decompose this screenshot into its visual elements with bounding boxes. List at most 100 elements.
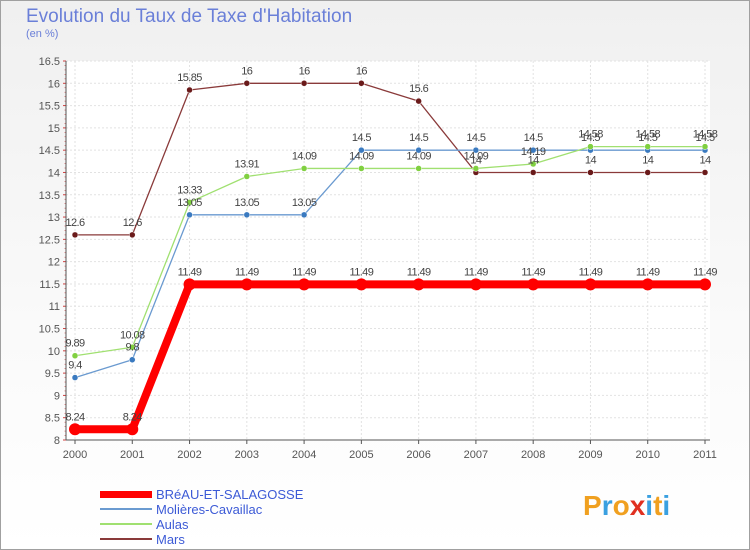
logo-letter: x — [629, 490, 646, 521]
data-label: 10.08 — [120, 329, 145, 341]
data-point — [415, 146, 422, 154]
logo-letter: t — [653, 490, 663, 521]
data-point — [529, 160, 537, 168]
legend-label-breau: BRéAU-ET-SALAGOSSE — [156, 487, 304, 502]
y-tick-label: 11.5 — [39, 279, 60, 291]
data-point — [71, 231, 79, 239]
series-line — [71, 280, 709, 434]
data-label: 14.58 — [693, 129, 718, 141]
logo-letter: i — [662, 490, 671, 521]
data-point — [71, 374, 79, 381]
data-label: 14.09 — [464, 150, 489, 162]
y-tick-label: 16 — [48, 78, 60, 90]
data-point — [129, 231, 136, 239]
y-tick-label: 11 — [49, 301, 60, 313]
data-point — [644, 143, 651, 150]
data-label: 13.05 — [235, 197, 260, 209]
legend-label-aulas: Aulas — [156, 517, 189, 532]
data-label: 14.5 — [524, 132, 543, 144]
data-point — [129, 356, 136, 363]
data-label: 14 — [528, 154, 540, 166]
logo-letter: r — [601, 490, 613, 521]
data-label: 14.09 — [349, 150, 374, 162]
x-tick-label: 2007 — [464, 449, 488, 461]
legend-swatch-aulas — [100, 523, 152, 525]
data-label: 11.49 — [636, 266, 660, 278]
x-tick-label: 2008 — [521, 449, 545, 461]
x-tick-label: 2006 — [406, 449, 430, 461]
y-tick-label: 9.5 — [45, 368, 60, 380]
data-label: 14.09 — [292, 150, 317, 162]
data-point — [699, 278, 711, 291]
y-tick-label: 9 — [54, 390, 60, 402]
data-point — [701, 143, 709, 150]
data-label: 14.5 — [581, 132, 600, 144]
data-label: 16 — [241, 65, 253, 77]
legend-label-molieres: Molières-Cavaillac — [156, 502, 263, 517]
data-point — [529, 169, 537, 176]
data-label: 9.4 — [68, 360, 82, 372]
y-tick-label: 14.5 — [39, 145, 60, 157]
x-tick-label: 2000 — [63, 449, 87, 461]
data-point — [415, 97, 422, 105]
logo-letter: P — [583, 490, 602, 521]
y-tick-label: 12.5 — [39, 234, 60, 246]
x-tick-label: 2009 — [578, 449, 602, 461]
y-tick-label: 10 — [48, 346, 60, 358]
data-point — [300, 211, 308, 219]
data-point — [527, 278, 540, 291]
data-point — [584, 278, 597, 291]
data-point — [701, 169, 709, 176]
data-label: 14.5 — [638, 132, 657, 144]
data-point — [644, 169, 651, 176]
data-label: 8.24 — [65, 411, 84, 423]
data-label: 14 — [470, 154, 482, 166]
proxiti-logo: Proxiti — [583, 490, 670, 522]
data-label: 15.6 — [409, 83, 428, 95]
data-point — [183, 278, 196, 291]
data-label: 11.49 — [292, 266, 316, 278]
data-point — [186, 199, 193, 206]
data-point — [243, 173, 251, 180]
y-tick-label: 10.5 — [39, 324, 60, 336]
x-tick-label: 2002 — [177, 449, 201, 461]
x-tick-label: 2001 — [120, 449, 144, 461]
data-label: 11.49 — [579, 266, 603, 278]
series-line — [74, 82, 706, 236]
data-label: 11.49 — [407, 266, 431, 278]
data-label: 13.05 — [177, 197, 202, 209]
data-point — [358, 146, 365, 154]
data-label: 11.49 — [235, 266, 259, 278]
data-label: 13.91 — [235, 158, 260, 170]
data-label: 13.05 — [292, 197, 317, 209]
data-label: 9.8 — [126, 342, 140, 354]
y-tick-label: 16.5 — [39, 56, 60, 68]
data-point — [71, 352, 79, 359]
legend-swatch-molieres — [100, 508, 152, 510]
data-label: 16 — [356, 65, 368, 77]
data-point — [415, 165, 422, 172]
y-tick-label: 15.5 — [39, 101, 60, 113]
logo-letter: i — [645, 490, 654, 521]
data-point — [412, 278, 425, 291]
data-label: 11.49 — [350, 266, 374, 278]
y-tick-label: 8.5 — [45, 413, 60, 425]
data-label: 13.33 — [177, 184, 202, 196]
data-label: 11.49 — [178, 266, 202, 278]
data-point — [129, 344, 136, 351]
data-label: 15.85 — [177, 72, 202, 84]
data-label: 14.19 — [521, 146, 546, 158]
data-label: 14 — [585, 154, 597, 166]
data-point — [529, 146, 537, 154]
data-point — [126, 423, 139, 436]
data-point — [243, 211, 251, 219]
data-label: 12.6 — [65, 217, 84, 229]
data-point — [587, 143, 594, 150]
data-point — [641, 278, 654, 291]
data-point — [300, 80, 308, 87]
data-label: 9.89 — [65, 338, 84, 350]
y-tick-label: 13 — [48, 212, 60, 224]
data-point — [298, 278, 311, 291]
data-label: 14.58 — [635, 129, 660, 141]
logo-letter: o — [612, 490, 630, 521]
